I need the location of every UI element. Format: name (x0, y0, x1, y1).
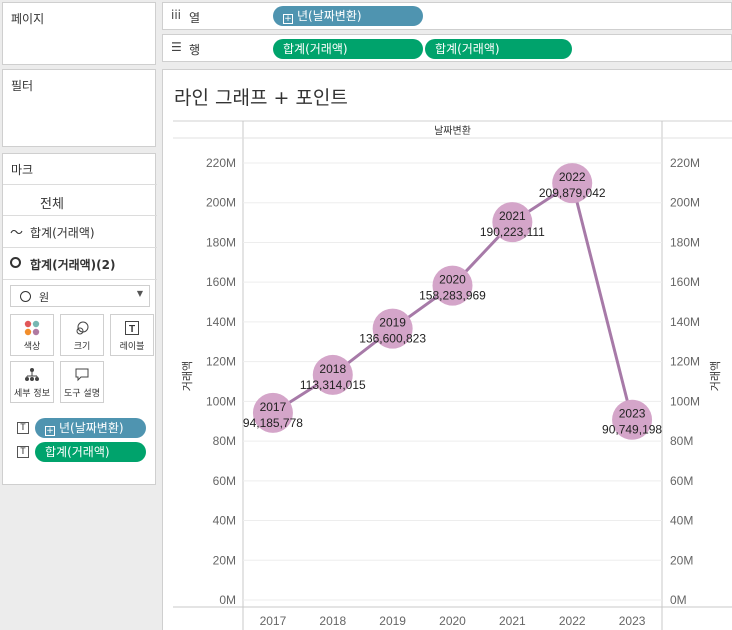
chart-view: 라인 그래프 + 포인트 날짜변환 0M 0M 20M 20M 40M 40M 60M 60M 8… (162, 69, 732, 630)
y-tick-label-left: 120M (206, 355, 236, 369)
y-tick-label-right: 100M (670, 394, 700, 408)
y-tick-label-right: 120M (670, 355, 700, 369)
color-button[interactable]: 색상 (10, 314, 54, 356)
data-label-year: 2023 (619, 407, 646, 421)
size-button[interactable]: 크기 (60, 314, 104, 356)
expand-icon[interactable]: + (45, 426, 55, 436)
y-tick-label-right: 80M (670, 434, 693, 448)
marks-field-sum[interactable]: 합계(거래액) (35, 442, 146, 462)
data-label-year: 2019 (379, 316, 406, 330)
marks-tab-line[interactable]: 〜 합계(거래액) (3, 216, 157, 248)
y-tick-label-left: 40M (213, 514, 236, 528)
rows-pill-sum-1[interactable]: 합계(거래액) (273, 39, 423, 59)
y-tick-label-left: 0M (219, 593, 236, 607)
y-tick-label-left: 220M (206, 156, 236, 170)
y-tick-label-right: 220M (670, 156, 700, 170)
chart-title: 라인 그래프 + 포인트 (174, 87, 348, 109)
x-tick-label: 2019 (379, 614, 406, 628)
columns-shelf-label: 열 (189, 11, 201, 25)
chevron-down-icon: ▼ (136, 289, 143, 298)
data-label-year: 2022 (559, 170, 586, 184)
data-label-value: 209,879,042 (539, 186, 606, 200)
y-tick-label-left: 160M (206, 275, 236, 289)
data-label-year: 2018 (319, 362, 346, 376)
data-point (252, 392, 293, 433)
y-tick-label-right: 0M (670, 593, 687, 607)
data-point (432, 265, 473, 306)
y-tick-label-left: 140M (206, 315, 236, 329)
label-type-icon: T (17, 422, 29, 434)
x-tick-label: 2023 (619, 614, 646, 628)
rows-shelf-label: 행 (189, 43, 201, 57)
y-tick-label-right: 180M (670, 235, 700, 249)
data-point (492, 202, 533, 243)
x-tick-label: 2021 (499, 614, 526, 628)
x-tick-label: 2017 (260, 614, 287, 628)
columns-pill-year[interactable]: + 년(날짜변환) (273, 6, 423, 26)
rows-icon: ☰ (171, 40, 182, 54)
data-label-year: 2021 (499, 209, 526, 223)
marks-field-year[interactable]: + 년(날짜변환) (35, 418, 146, 438)
size-circles-icon (61, 319, 103, 340)
circle-icon (20, 291, 31, 302)
y-tick-label-right: 40M (670, 514, 693, 528)
y-tick-label-right: 200M (670, 196, 700, 210)
filters-panel[interactable]: 필터 (2, 69, 156, 147)
y-tick-label-left: 80M (213, 434, 236, 448)
marks-title: 마크 (11, 163, 34, 177)
data-label-value: 90,749,198 (602, 423, 662, 437)
rows-shelf[interactable]: ☰ 행 합계(거래액) 합계(거래액) (162, 34, 732, 62)
line-mark-icon: 〜 (10, 226, 24, 241)
line-chart: 날짜변환 0M 0M 20M 20M 40M 40M 60M 60M 80M 80M 100M 100M… (173, 120, 732, 630)
y-tick-label-left: 200M (206, 196, 236, 210)
y-axis-title-right: 거래액 (709, 361, 722, 391)
data-point (312, 354, 353, 395)
tooltip-icon (61, 366, 103, 387)
x-tick-label: 2022 (559, 614, 586, 628)
label-type-icon: T (17, 446, 29, 458)
pages-title: 페이지 (11, 12, 45, 26)
y-axis-title-left: 거래액 (181, 361, 194, 391)
data-label-value: 113,314,015 (300, 378, 366, 392)
circle-mark-icon (10, 257, 21, 268)
x-tick-label: 2018 (319, 614, 346, 628)
y-tick-label-right: 140M (670, 315, 700, 329)
detail-button[interactable]: 세부 정보 (10, 361, 54, 403)
y-tick-label-right: 60M (670, 474, 693, 488)
svg-text:T: T (129, 324, 135, 335)
detail-icon (11, 366, 53, 387)
data-label-year: 2020 (439, 273, 466, 287)
label-T-icon: T (111, 319, 153, 340)
color-dots-icon (11, 319, 53, 340)
filters-title: 필터 (11, 79, 34, 93)
pages-panel[interactable]: 페이지 (2, 2, 156, 65)
data-label-value: 158,283,969 (419, 289, 486, 303)
columns-shelf[interactable]: iii 열 + 년(날짜변환) (162, 2, 732, 30)
data-label-value: 190,223,111 (480, 225, 545, 239)
mark-type-dropdown[interactable]: 원 ▼ (10, 285, 150, 307)
columns-icon: iii (171, 8, 182, 22)
data-point (552, 163, 593, 204)
label-button[interactable]: T 레이블 (110, 314, 154, 356)
y-tick-label-left: 20M (213, 553, 236, 567)
rows-pill-sum-2[interactable]: 합계(거래액) (425, 39, 572, 59)
y-tick-label-right: 160M (670, 275, 700, 289)
marks-panel: 마크 전체 〜 합계(거래액) 합계(거래액)(2) 원 ▼ 색상 크기 T 레… (2, 153, 157, 485)
marks-tab-circle[interactable]: 합계(거래액)(2) (3, 248, 157, 280)
expand-icon[interactable]: + (283, 14, 293, 24)
y-tick-label-left: 60M (213, 474, 236, 488)
data-label-year: 2017 (260, 400, 287, 414)
tooltip-button[interactable]: 도구 설명 (60, 361, 104, 403)
y-tick-label-left: 180M (206, 235, 236, 249)
column-header: 날짜변환 (434, 125, 471, 137)
y-tick-label-left: 100M (206, 394, 236, 408)
x-tick-label: 2020 (439, 614, 466, 628)
data-label-value: 94,185,778 (243, 416, 303, 430)
y-tick-label-right: 20M (670, 553, 693, 567)
data-point (612, 399, 653, 440)
marks-tab-all[interactable]: 전체 (3, 184, 157, 216)
data-point (372, 308, 413, 349)
data-label-value: 136,600,823 (359, 332, 426, 346)
